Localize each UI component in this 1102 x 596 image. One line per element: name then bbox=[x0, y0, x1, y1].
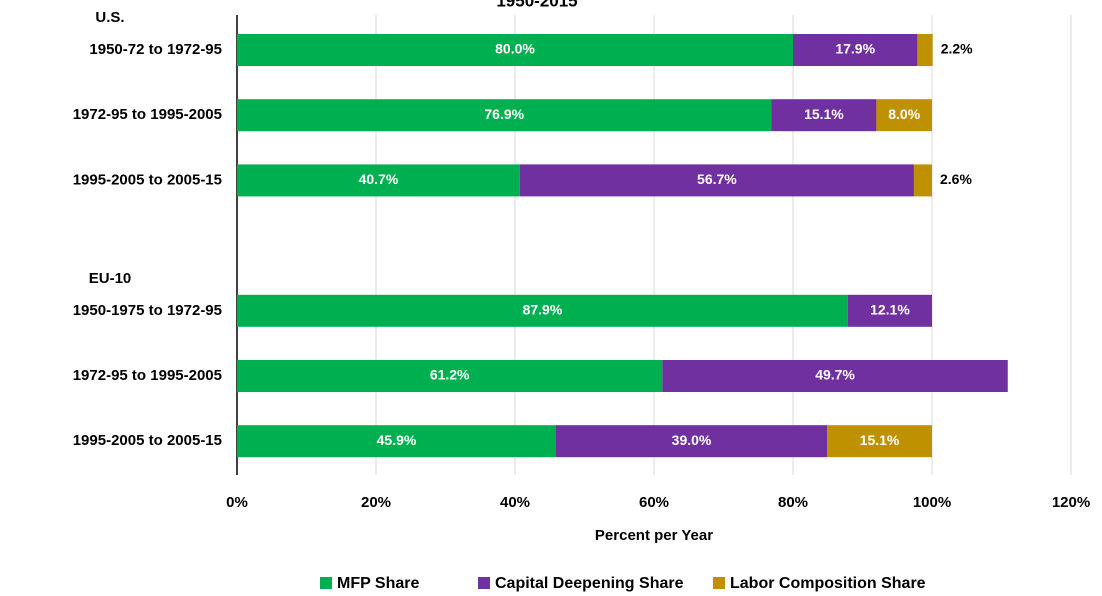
bar-segment bbox=[913, 164, 932, 197]
y-tick-label: 1972-95 to 1995-2005 bbox=[73, 106, 222, 123]
y-tick-label: 1950-72 to 1972-95 bbox=[89, 41, 222, 58]
value-label: 40.7% bbox=[359, 171, 399, 187]
value-label: 12.1% bbox=[870, 302, 910, 318]
value-label: 61.2% bbox=[430, 367, 470, 383]
bar-segment bbox=[662, 360, 1008, 392]
bar-segment bbox=[827, 425, 932, 458]
bar-segment bbox=[237, 360, 663, 392]
y-tick-label: 1995-2005 to 2005-15 bbox=[73, 432, 222, 449]
x-tick-label: 100% bbox=[913, 494, 951, 511]
y-tick-label: 1972-95 to 1995-2005 bbox=[73, 367, 222, 384]
x-tick-label: 40% bbox=[500, 494, 530, 511]
value-label: 15.1% bbox=[860, 432, 900, 448]
bar-segment bbox=[876, 99, 932, 132]
legend-label: MFP Share bbox=[337, 575, 420, 592]
bar-segment bbox=[237, 294, 848, 327]
bar-segment bbox=[519, 164, 914, 197]
value-label: 49.7% bbox=[815, 367, 855, 383]
bar-segment bbox=[237, 425, 557, 458]
value-label: 56.7% bbox=[697, 171, 737, 187]
x-tick-label: 60% bbox=[639, 494, 669, 511]
x-tick-label: 80% bbox=[778, 494, 808, 511]
legend-swatch bbox=[713, 577, 725, 589]
value-label: 8.0% bbox=[888, 106, 920, 122]
legend-swatch bbox=[478, 577, 490, 589]
value-label: 87.9% bbox=[523, 302, 563, 318]
x-tick-label: 20% bbox=[361, 494, 391, 511]
chart-title: 1950-2015 bbox=[496, 0, 577, 10]
bar-segment bbox=[847, 294, 932, 327]
bar-segment bbox=[237, 164, 520, 197]
bar-segment bbox=[917, 34, 933, 66]
value-label: 2.2% bbox=[941, 41, 973, 57]
group-label: EU-10 bbox=[89, 270, 132, 287]
bar-segment bbox=[771, 99, 877, 132]
y-tick-label: 1995-2005 to 2005-15 bbox=[73, 171, 222, 188]
value-label: 39.0% bbox=[672, 432, 712, 448]
value-label: 76.9% bbox=[484, 106, 524, 122]
value-label: 17.9% bbox=[835, 41, 875, 57]
bar-segment bbox=[237, 34, 793, 66]
legend-swatch bbox=[320, 577, 332, 589]
x-axis-label: Percent per Year bbox=[595, 527, 713, 544]
value-label: 2.6% bbox=[940, 171, 972, 187]
bar-segment bbox=[237, 99, 772, 132]
bar-segment bbox=[793, 34, 918, 66]
x-tick-label: 0% bbox=[226, 494, 248, 511]
x-tick-label: 120% bbox=[1052, 494, 1090, 511]
value-label: 45.9% bbox=[377, 432, 417, 448]
value-label: 15.1% bbox=[804, 106, 844, 122]
legend-label: Capital Deepening Share bbox=[495, 575, 684, 592]
value-label: 80.0% bbox=[495, 41, 535, 57]
legend-label: Labor Composition Share bbox=[730, 575, 926, 592]
group-label: U.S. bbox=[95, 9, 124, 26]
y-tick-label: 1950-1975 to 1972-95 bbox=[73, 302, 222, 319]
bar-segment bbox=[556, 425, 828, 458]
